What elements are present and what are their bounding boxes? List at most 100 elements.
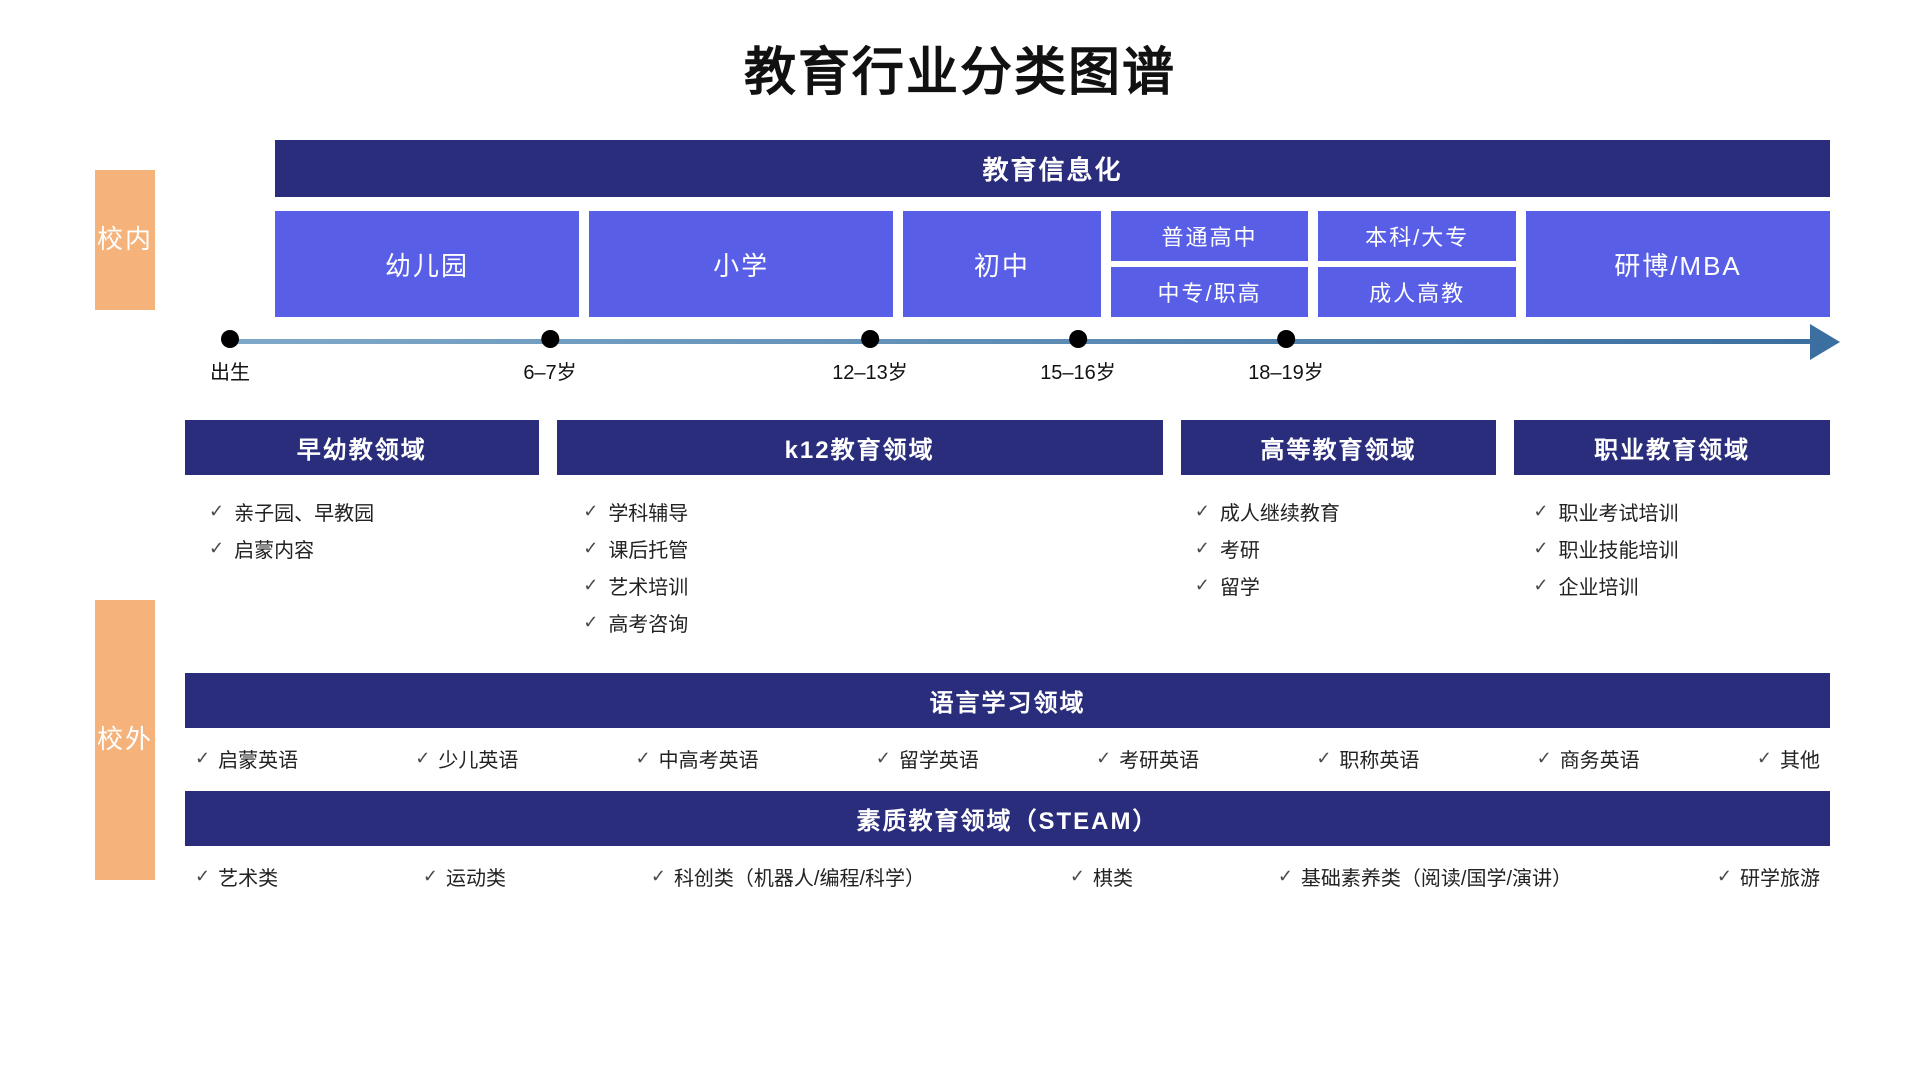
domain-title-box: k12教育领域 xyxy=(557,420,1163,475)
timeline-tick: 12–13岁 xyxy=(832,330,908,385)
bullet-item: ✓研学旅游 xyxy=(1717,862,1820,891)
bullet-item: ✓留学 xyxy=(1195,571,1492,600)
tick-dot-icon xyxy=(1069,330,1087,348)
side-label-upper-text: 校内 xyxy=(97,219,153,261)
tick-label: 6–7岁 xyxy=(523,356,576,385)
bullet-text: 职业技能培训 xyxy=(1558,534,1678,563)
bullet-item: ✓ 亲子园、早教园 xyxy=(209,497,541,526)
timeline-tick: 15–16岁 xyxy=(1040,330,1116,385)
bullet-text: 少儿英语 xyxy=(438,744,518,773)
bullet-text: 职称英语 xyxy=(1339,744,1419,773)
bullet-item: ✓ 艺术类 xyxy=(195,862,278,891)
check-icon: ✓ xyxy=(583,538,598,559)
education-informatization-bar: 教育信息化 xyxy=(275,140,1830,197)
bullet-item: ✓ 成人继续教育 xyxy=(1195,497,1492,526)
bullet-item: ✓科创类（机器人/编程/科学） xyxy=(651,862,925,891)
bullet-text: 职业考试培训 xyxy=(1558,497,1678,526)
tick-label: 18–19岁 xyxy=(1248,356,1324,385)
check-icon: ✓ xyxy=(1195,538,1210,559)
check-icon: ✓ xyxy=(1195,575,1210,596)
check-icon: ✓ xyxy=(209,538,224,559)
domain-bullets-col: ✓学科辅导✓课后托管✓艺术培训✓高考咨询 xyxy=(559,489,1153,645)
check-icon: ✓ xyxy=(209,501,224,522)
timeline-tick: 6–7岁 xyxy=(523,330,576,385)
domain-bullets-row: ✓ 亲子园、早教园 ✓ 启蒙内容 ✓ 学科辅导 ✓ 课后托管 ✓ 艺术培训 ✓ 高考咨询 ✓ 成人继续教育… xyxy=(185,489,1830,645)
check-icon: ✓ xyxy=(1533,575,1548,596)
check-icon: ✓ xyxy=(1757,748,1772,769)
tick-label: 15–16岁 xyxy=(1040,356,1116,385)
timeline-tick: 出生 xyxy=(210,330,250,385)
check-icon: ✓ xyxy=(415,748,430,769)
bullet-text: 课后托管 xyxy=(608,534,688,563)
bullet-item: ✓考研 xyxy=(1195,534,1492,563)
check-icon: ✓ xyxy=(195,748,210,769)
bullet-text: 启蒙内容 xyxy=(234,534,314,563)
check-icon: ✓ xyxy=(1096,748,1111,769)
domain-title-row: 早幼教领域 k12教育领域高等教育领域职业教育领域 xyxy=(185,420,1830,475)
bullet-item: ✓中高考英语 xyxy=(636,744,759,773)
check-icon: ✓ xyxy=(583,575,598,596)
bullet-item: ✓其他 xyxy=(1757,744,1820,773)
timeline-tick: 18–19岁 xyxy=(1248,330,1324,385)
bullet-text: 基础素养类（阅读/国学/演讲） xyxy=(1301,862,1572,891)
check-icon: ✓ xyxy=(583,501,598,522)
check-icon: ✓ xyxy=(1070,866,1085,887)
timeline-line xyxy=(230,339,1830,344)
domain-title-box: 早幼教领域 xyxy=(185,420,539,475)
bullet-text: 高考咨询 xyxy=(608,608,688,637)
domain-title-box: 高等教育领域 xyxy=(1181,420,1497,475)
stage-box: 幼儿园 xyxy=(275,211,579,317)
check-icon: ✓ xyxy=(1533,501,1548,522)
stage-row: 幼儿园小学初中普通高中中专/职高本科/大专成人高教研博/MBA xyxy=(275,211,1830,317)
stage-half: 成人高教 xyxy=(1318,267,1516,317)
tick-label: 出生 xyxy=(210,356,250,385)
check-icon: ✓ xyxy=(636,748,651,769)
tick-dot-icon xyxy=(221,330,239,348)
bullet-text: 亲子园、早教园 xyxy=(234,497,374,526)
domain-bullets-col: ✓ 成人继续教育 ✓考研 ✓留学 xyxy=(1171,489,1492,645)
check-icon: ✓ xyxy=(195,866,210,887)
off-campus-section: 早幼教领域 k12教育领域高等教育领域职业教育领域 ✓ 亲子园、早教园 ✓ 启蒙内容 ✓ 学… xyxy=(185,420,1830,901)
bullet-item: ✓ 启蒙内容 xyxy=(209,534,541,563)
tick-dot-icon xyxy=(541,330,559,348)
bullet-item: ✓运动类 xyxy=(423,862,506,891)
bullet-text: 艺术培训 xyxy=(608,571,688,600)
bullet-item: ✓ 职业考试培训 xyxy=(1533,497,1830,526)
check-icon: ✓ xyxy=(423,866,438,887)
bullet-text: 棋类 xyxy=(1093,862,1133,891)
side-label-upper: 校内 xyxy=(95,170,155,310)
bullet-text: 学科辅导 xyxy=(608,497,688,526)
bullet-text: 艺术类 xyxy=(218,862,278,891)
bullet-text: 考研英语 xyxy=(1119,744,1199,773)
bullet-item: ✓ 学科辅导 xyxy=(583,497,1153,526)
check-icon: ✓ xyxy=(1717,866,1732,887)
stage-box: 研博/MBA xyxy=(1526,211,1830,317)
bullet-item: ✓ 艺术培训 xyxy=(583,571,1153,600)
language-items-row: ✓ 启蒙英语 ✓ 少儿英语 ✓中高考英语 ✓留学英语 ✓ 考研英语 ✓ 职称英语 ✓商务英语 ✓其他 xyxy=(185,744,1830,783)
tick-dot-icon xyxy=(861,330,879,348)
bullet-item: ✓ 考研英语 xyxy=(1096,744,1199,773)
bullet-text: 成人继续教育 xyxy=(1220,497,1340,526)
bullet-item: ✓ 少儿英语 xyxy=(415,744,518,773)
stage-half: 本科/大专 xyxy=(1318,211,1516,261)
check-icon: ✓ xyxy=(651,866,666,887)
bullet-item: ✓职业技能培训 xyxy=(1533,534,1830,563)
language-learning-bar: 语言学习领域 xyxy=(185,673,1830,728)
check-icon: ✓ xyxy=(1537,748,1552,769)
bullet-item: ✓商务英语 xyxy=(1537,744,1640,773)
bullet-item: ✓ 课后托管 xyxy=(583,534,1153,563)
stage-box: 普通高中中专/职高 xyxy=(1111,211,1309,317)
domain-title-box: 职业教育领域 xyxy=(1514,420,1830,475)
side-label-lower-text: 校外 xyxy=(97,719,153,761)
check-icon: ✓ xyxy=(1195,501,1210,522)
check-icon: ✓ xyxy=(1278,866,1293,887)
bullet-text: 企业培训 xyxy=(1558,571,1638,600)
tick-dot-icon xyxy=(1277,330,1295,348)
domain-bullets-col: ✓ 职业考试培训 ✓职业技能培训 ✓ 企业培训 xyxy=(1509,489,1830,645)
steam-items-row: ✓艺术类✓运动类✓科创类（机器人/编程/科学）✓棋类✓基础素养类（阅读/国学/演… xyxy=(185,862,1830,901)
bullet-item: ✓ 企业培训 xyxy=(1533,571,1830,600)
bullet-text: 启蒙英语 xyxy=(218,744,298,773)
bullet-item: ✓留学英语 xyxy=(876,744,979,773)
stage-box: 小学 xyxy=(589,211,893,317)
timeline-arrow-icon xyxy=(1810,324,1840,360)
